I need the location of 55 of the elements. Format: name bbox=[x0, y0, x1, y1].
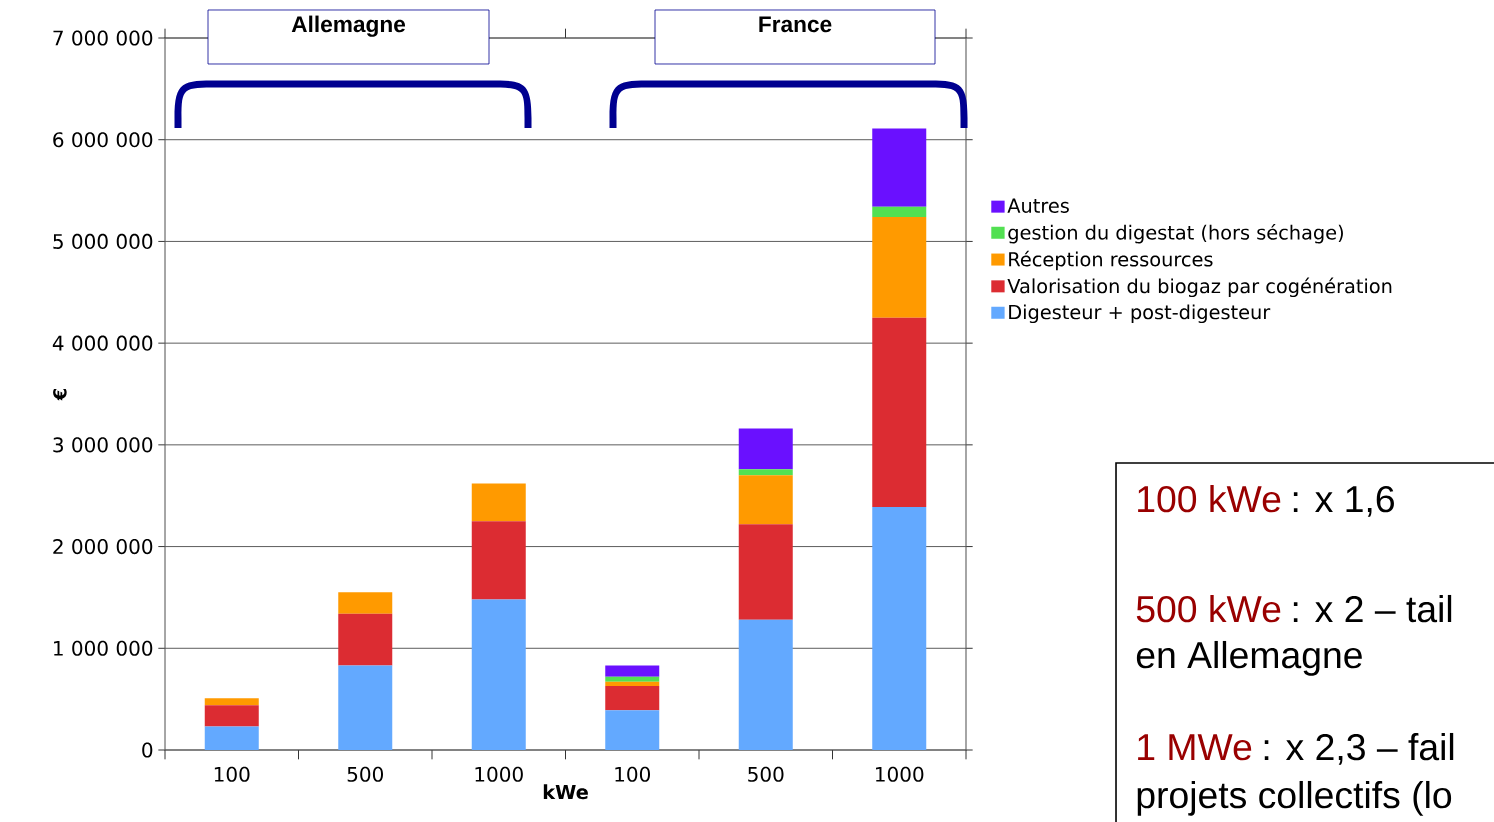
text: projets collectifs (lo bbox=[1137, 780, 1452, 816]
x-tick-label: 100 bbox=[214, 766, 250, 782]
bar bbox=[738, 524, 793, 620]
bar bbox=[738, 469, 793, 476]
y-tick-label: 6 000 000 bbox=[53, 132, 153, 148]
text: : x 2 – tail bbox=[1293, 594, 1452, 623]
bar bbox=[605, 685, 660, 711]
text: France bbox=[759, 16, 832, 33]
bar bbox=[605, 681, 660, 686]
legend-label: Autres bbox=[1007, 198, 1069, 213]
x-tick-label: 1000 bbox=[475, 766, 523, 782]
bar bbox=[338, 592, 393, 614]
y-tick-label: 1 000 000 bbox=[54, 640, 153, 656]
bar bbox=[605, 676, 660, 682]
text: : x 2,3 – fail bbox=[1264, 732, 1454, 765]
y-tick-label: 0 bbox=[142, 742, 153, 758]
y-tick-label: 7 000 000 bbox=[53, 30, 153, 46]
x-tick-label: 1000 bbox=[876, 766, 924, 782]
bar bbox=[204, 705, 259, 727]
bar bbox=[738, 475, 793, 525]
text: Allemagne bbox=[291, 15, 406, 37]
bar bbox=[872, 217, 927, 318]
bar bbox=[471, 521, 526, 600]
y-axis-title: € bbox=[53, 388, 67, 401]
y-tick-label: 5 000 000 bbox=[53, 233, 153, 249]
legend-label: Réception ressources bbox=[1009, 250, 1213, 271]
bar bbox=[605, 665, 660, 677]
bar bbox=[204, 698, 259, 706]
x-tick-label: 500 bbox=[347, 766, 384, 782]
y-tick-label: 3 000 000 bbox=[53, 437, 153, 453]
bar bbox=[338, 613, 393, 666]
bar bbox=[872, 317, 927, 507]
legend-label: gestion du digestat (hors séchage) bbox=[1008, 224, 1343, 244]
bar bbox=[872, 506, 927, 750]
text: en Allemagne bbox=[1136, 640, 1362, 676]
y-tick-label: 2 000 000 bbox=[53, 539, 153, 555]
x-tick-label: 500 bbox=[748, 766, 784, 782]
bar bbox=[338, 665, 393, 750]
text: 1 MWe bbox=[1138, 734, 1252, 761]
bar bbox=[471, 483, 526, 522]
text: 500 kWe bbox=[1136, 594, 1281, 623]
bar bbox=[738, 619, 793, 750]
bar bbox=[872, 128, 927, 207]
bar bbox=[872, 206, 927, 218]
text: : x 1,6 bbox=[1293, 485, 1394, 517]
legend-label: Valorisation du biogaz par cogénération bbox=[1007, 277, 1392, 298]
bar bbox=[605, 710, 660, 750]
text: 100 kWe bbox=[1138, 484, 1281, 513]
x-axis-title: kWe bbox=[543, 784, 588, 800]
x-tick-label: 100 bbox=[615, 766, 650, 782]
bar bbox=[738, 428, 793, 470]
bar bbox=[204, 726, 259, 750]
bar bbox=[471, 599, 526, 750]
legend-label: Digesteur + post-digesteur bbox=[1009, 304, 1271, 324]
y-tick-label: 4 000 000 bbox=[52, 335, 153, 351]
